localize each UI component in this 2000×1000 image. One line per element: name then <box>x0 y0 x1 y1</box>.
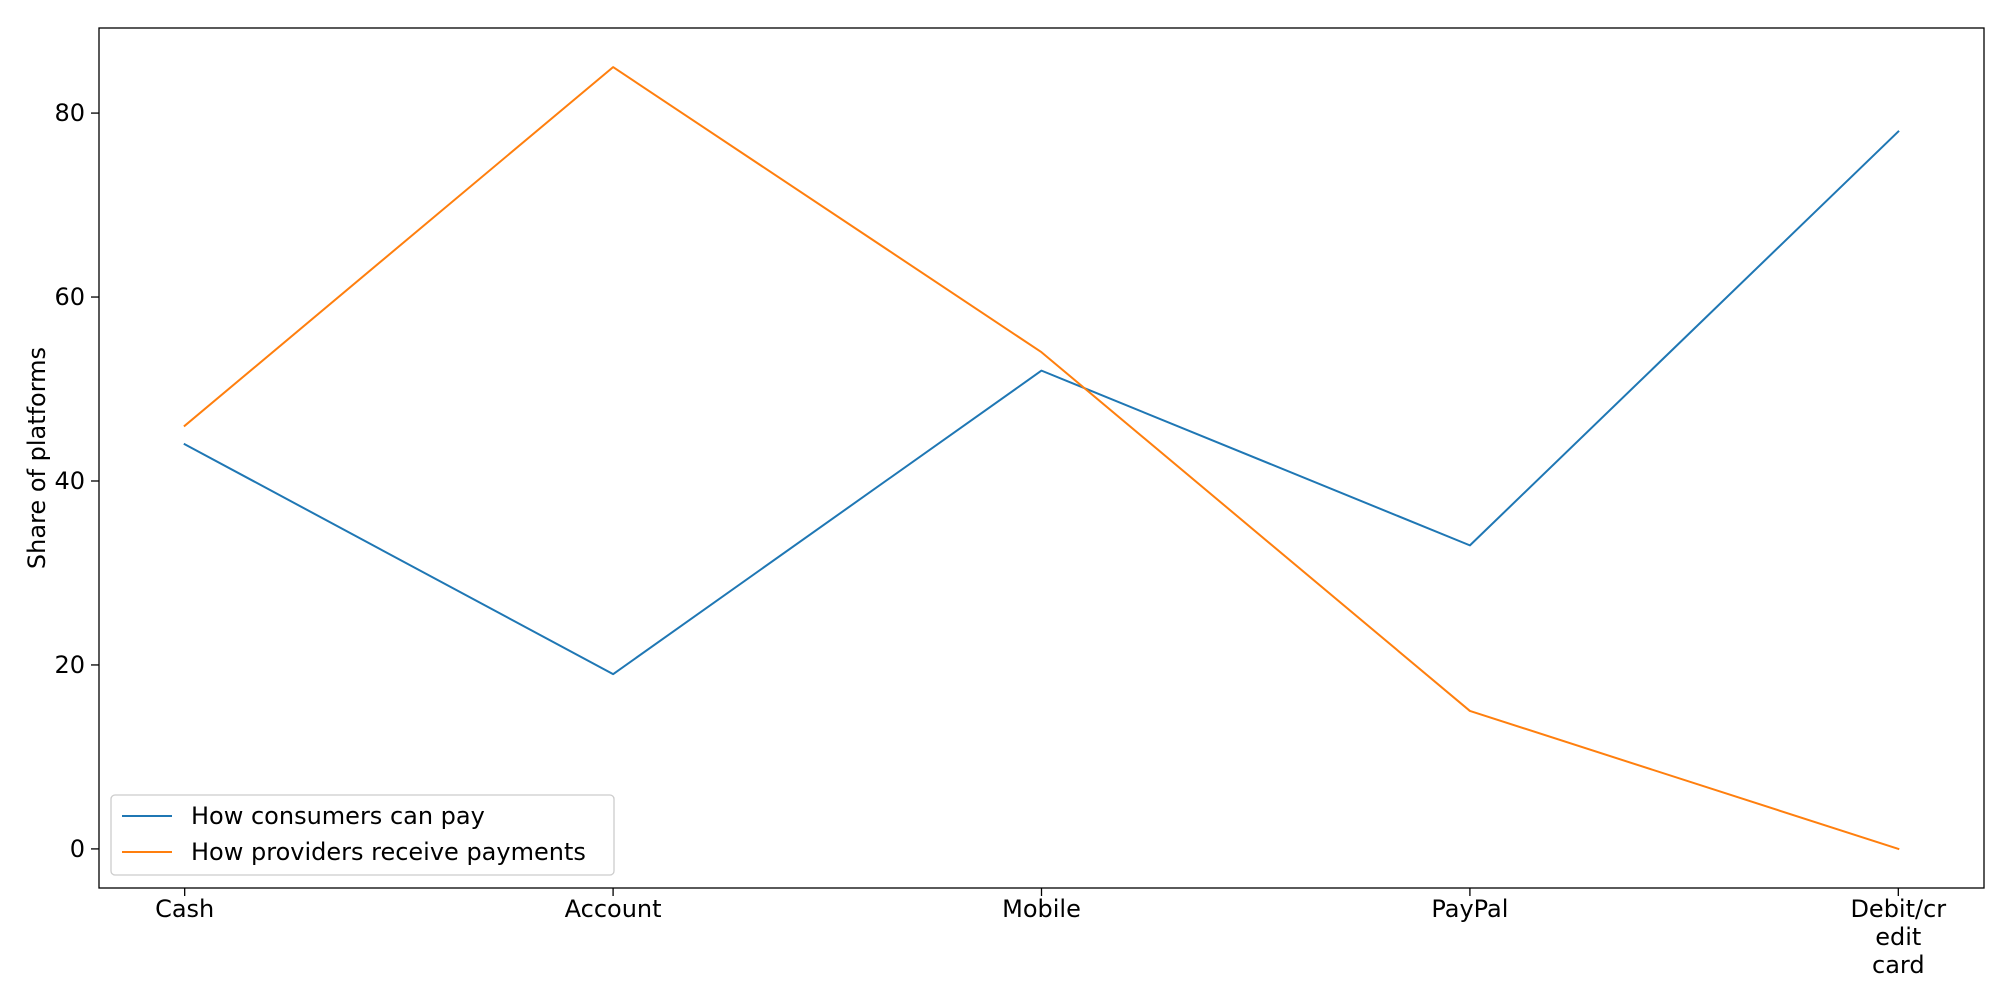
series-line-1 <box>183 66 1900 851</box>
x-tick-label: PayPal <box>1431 895 1508 923</box>
x-tick-label-line: Debit/cr <box>1850 895 1946 923</box>
y-axis: 0 20 40 60 80 <box>54 99 99 863</box>
x-tick-label: Debit/cr edit card <box>1850 895 1946 979</box>
series-line-0 <box>183 130 1900 676</box>
y-axis-label: Share of platforms <box>23 347 51 569</box>
x-tick-label-line: Cash <box>155 895 214 923</box>
legend-box <box>110 794 615 876</box>
y-tick-label: 20 <box>54 651 85 679</box>
x-tick-label-line: edit <box>1875 923 1921 951</box>
legend-label-0: How consumers can pay <box>191 802 485 830</box>
legend-label-1: How providers receive payments <box>191 838 586 866</box>
y-tick-label: 60 <box>54 283 85 311</box>
x-tick-label: Account <box>565 895 662 923</box>
legend: How consumers can pay How providers recei… <box>110 794 615 876</box>
series-layer <box>183 66 1900 851</box>
y-tick-label: 80 <box>54 99 85 127</box>
y-tick-label: 40 <box>54 467 85 495</box>
x-tick-label-line: Account <box>565 895 662 923</box>
x-tick-label-line: card <box>1872 951 1925 979</box>
y-tick-label: 0 <box>70 835 85 863</box>
x-tick-label-line: Mobile <box>1002 895 1081 923</box>
x-axis: Cash Account Mobile PayPal Debit/cr edit card <box>155 888 1946 979</box>
x-tick-label: Mobile <box>1002 895 1081 923</box>
x-tick-label: Cash <box>155 895 214 923</box>
x-tick-label-line: PayPal <box>1431 895 1508 923</box>
